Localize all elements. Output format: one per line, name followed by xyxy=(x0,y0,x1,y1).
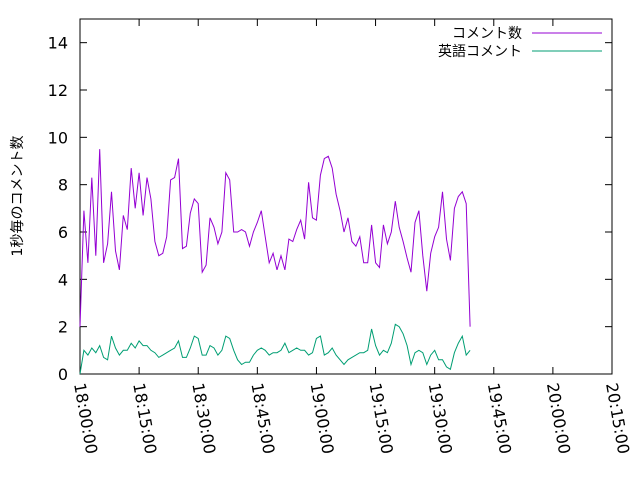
x-tick-label: 19:00:00 xyxy=(307,381,338,455)
x-tick-label: 18:00:00 xyxy=(70,381,101,455)
legend-label: コメント数 xyxy=(452,26,522,42)
y-tick-label: 12 xyxy=(48,81,68,100)
y-tick-label: 0 xyxy=(58,365,68,384)
legend-label: 英語コメント xyxy=(438,43,522,60)
series-line-1 xyxy=(79,323,471,375)
y-tick-label: 10 xyxy=(48,128,68,147)
plot-frame xyxy=(79,18,613,375)
y-tick-label: 6 xyxy=(58,223,68,242)
y-axis-label: 1秒毎のコメント数 xyxy=(10,136,26,257)
series-lines xyxy=(79,149,471,375)
x-tick-label: 20:15:00 xyxy=(602,381,633,455)
y-tick-label: 14 xyxy=(48,34,68,53)
y-tick-label: 8 xyxy=(58,176,68,195)
y-tick-label: 2 xyxy=(58,318,68,337)
x-tick-label: 18:15:00 xyxy=(129,381,160,455)
x-tick-label: 19:15:00 xyxy=(366,381,397,455)
x-tick-label: 18:30:00 xyxy=(188,381,219,455)
x-tick-label: 19:45:00 xyxy=(484,381,515,455)
x-tick-label: 18:45:00 xyxy=(247,381,278,455)
x-tick-label: 20:00:00 xyxy=(543,381,574,455)
series-line-0 xyxy=(79,149,471,327)
y-tick-label: 4 xyxy=(58,270,68,289)
x-tick-label: 19:30:00 xyxy=(425,381,456,455)
axis-ticks: 0 2 4 6 8 10 12 14 18:00:00 18:15:00 18:30:00 18:45… xyxy=(48,19,633,455)
